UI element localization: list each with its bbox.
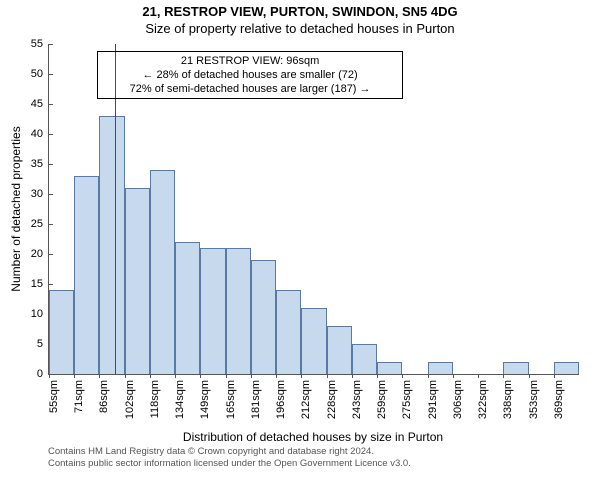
histogram-bar <box>125 188 150 374</box>
x-tick-label: 338sqm <box>500 380 514 419</box>
footer-line-1: Contains HM Land Registry data © Crown c… <box>48 446 590 458</box>
x-tick-label: 228sqm <box>324 380 338 419</box>
histogram-bar <box>251 260 276 374</box>
x-tick-mark <box>301 374 302 378</box>
y-tick-label: 30 <box>31 188 49 200</box>
x-tick-mark <box>352 374 353 378</box>
y-tick-label: 45 <box>31 98 49 110</box>
annotation-box: 21 RESTROP VIEW: 96sqm← 28% of detached … <box>97 51 404 100</box>
x-tick-label: 181sqm <box>248 380 262 419</box>
x-tick-mark <box>428 374 429 378</box>
x-tick-label: 212sqm <box>298 380 312 419</box>
x-tick-label: 353sqm <box>526 380 540 419</box>
x-tick-label: 243sqm <box>349 380 363 419</box>
x-tick-label: 71sqm <box>71 380 85 413</box>
footer-attribution: Contains HM Land Registry data © Crown c… <box>0 446 600 474</box>
y-tick-label: 35 <box>31 158 49 170</box>
histogram-bar <box>49 290 74 374</box>
annot-line-2: ← 28% of detached houses are smaller (72… <box>102 68 399 82</box>
annot-line-1: 21 RESTROP VIEW: 96sqm <box>102 54 399 68</box>
histogram-bar <box>99 116 124 374</box>
histogram-bar <box>200 248 225 374</box>
footer-line-2: Contains public sector information licen… <box>48 458 590 470</box>
x-tick-mark <box>529 374 530 378</box>
histogram-bar <box>352 344 377 374</box>
x-tick-mark <box>251 374 252 378</box>
histogram-bar <box>226 248 251 374</box>
x-tick-mark <box>327 374 328 378</box>
y-tick-label: 25 <box>31 218 49 230</box>
histogram-bar <box>327 326 352 374</box>
y-tick-label: 5 <box>37 338 49 350</box>
histogram-bar <box>503 362 528 374</box>
histogram-bar <box>428 362 453 374</box>
x-tick-label: 259sqm <box>374 380 388 419</box>
histogram-bar <box>74 176 99 374</box>
y-tick-label: 40 <box>31 128 49 140</box>
x-tick-mark <box>99 374 100 378</box>
y-tick-label: 10 <box>31 308 49 320</box>
x-tick-mark <box>200 374 201 378</box>
x-tick-label: 149sqm <box>197 380 211 419</box>
y-axis-label: Number of detached properties <box>9 126 23 291</box>
histogram-bar <box>276 290 301 374</box>
x-tick-label: 102sqm <box>122 380 136 419</box>
y-tick-label: 15 <box>31 278 49 290</box>
x-tick-mark <box>402 374 403 378</box>
y-tick-label: 20 <box>31 248 49 260</box>
chart-container: 0 5 10 15 20 25 30 35 40 45 50 55 55sqm 71sqm 86sqm 102… <box>0 36 600 446</box>
x-tick-mark <box>49 374 50 378</box>
y-tick-label: 50 <box>31 68 49 80</box>
histogram-bar <box>175 242 200 374</box>
chart-subtitle: Size of property relative to detached ho… <box>0 21 600 36</box>
x-tick-mark <box>453 374 454 378</box>
x-tick-label: 55sqm <box>46 380 60 413</box>
x-tick-label: 134sqm <box>172 380 186 419</box>
x-tick-label: 306sqm <box>450 380 464 419</box>
histogram-bar <box>377 362 402 374</box>
x-tick-mark <box>503 374 504 378</box>
x-tick-mark <box>226 374 227 378</box>
x-tick-mark <box>478 374 479 378</box>
y-tick-label: 0 <box>37 368 49 380</box>
y-tick-label: 55 <box>31 38 49 50</box>
histogram-bar <box>301 308 326 374</box>
histogram-bar <box>554 362 579 374</box>
chart-title-address: 21, RESTROP VIEW, PURTON, SWINDON, SN5 4… <box>0 4 600 19</box>
plot-area: 051015202530354045505555sqm71sqm86sqm102… <box>48 44 579 375</box>
x-tick-label: 118sqm <box>147 380 161 418</box>
x-tick-mark <box>150 374 151 378</box>
x-tick-label: 165sqm <box>223 380 237 419</box>
x-tick-label: 275sqm <box>399 380 413 419</box>
x-tick-mark <box>554 374 555 378</box>
x-tick-mark <box>175 374 176 378</box>
x-tick-label: 196sqm <box>273 380 287 419</box>
x-tick-mark <box>377 374 378 378</box>
x-tick-mark <box>125 374 126 378</box>
x-tick-mark <box>276 374 277 378</box>
histogram-bar <box>150 170 175 374</box>
annot-line-3: 72% of semi-detached houses are larger (… <box>102 82 399 96</box>
x-axis-label: Distribution of detached houses by size … <box>183 430 443 444</box>
x-tick-label: 86sqm <box>96 380 110 413</box>
x-tick-label: 322sqm <box>475 380 489 419</box>
x-tick-label: 369sqm <box>551 380 565 419</box>
x-tick-label: 291sqm <box>425 380 439 419</box>
x-tick-mark <box>74 374 75 378</box>
